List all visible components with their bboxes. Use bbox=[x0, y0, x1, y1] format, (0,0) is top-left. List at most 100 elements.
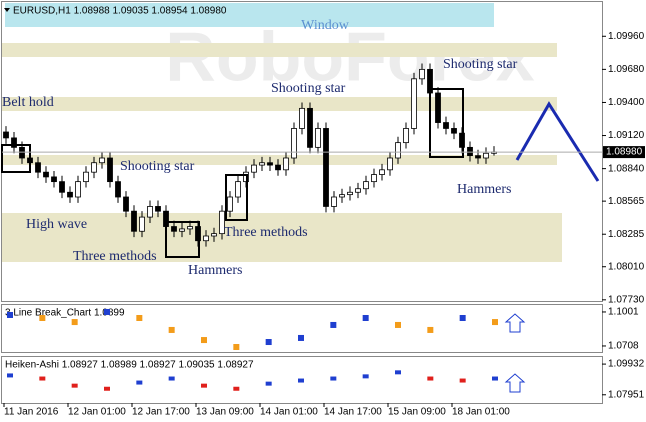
ha-bar bbox=[136, 380, 143, 385]
candle-body bbox=[283, 157, 289, 171]
zone bbox=[2, 43, 557, 57]
candle-body bbox=[339, 194, 345, 198]
candle-body bbox=[187, 226, 193, 230]
candle-body bbox=[299, 107, 305, 129]
candle-body bbox=[411, 78, 417, 129]
candle-body bbox=[171, 226, 177, 232]
x-tick-label: 12 Jan 01:00 bbox=[68, 407, 126, 418]
ha-bar bbox=[265, 381, 272, 386]
y-tick-label: 1.08285 bbox=[608, 229, 645, 240]
candle-body bbox=[147, 206, 153, 218]
candle-body bbox=[123, 196, 129, 212]
y-tick-label: 1.0708 bbox=[608, 341, 639, 352]
candle-body bbox=[387, 157, 393, 171]
candle-body bbox=[347, 191, 353, 196]
brick bbox=[104, 308, 110, 315]
x-tick-label: 14 Jan 01:00 bbox=[260, 407, 318, 418]
candle-body bbox=[363, 181, 369, 190]
annotation: Three methods bbox=[224, 225, 308, 240]
y-tick-label: 1.09680 bbox=[608, 64, 645, 75]
zone bbox=[2, 213, 562, 262]
x-tick-label: 18 Jan 01:00 bbox=[452, 407, 510, 418]
brick bbox=[265, 339, 272, 346]
annotation: Belt hold bbox=[2, 95, 54, 110]
candles bbox=[3, 63, 497, 247]
pattern-box bbox=[429, 88, 464, 158]
candle-body bbox=[11, 137, 17, 148]
x-tick-label: 12 Jan 17:00 bbox=[132, 407, 190, 418]
brick bbox=[39, 314, 46, 321]
y-tick-label: 1.09960 bbox=[608, 31, 645, 42]
y-tick-label: 1.07951 bbox=[608, 389, 645, 400]
ha-bar bbox=[330, 376, 337, 381]
window-zone bbox=[5, 3, 494, 27]
ha-bar bbox=[168, 376, 175, 381]
candle-body bbox=[219, 210, 225, 235]
ha-bar bbox=[39, 376, 46, 381]
forecast-arrow bbox=[515, 101, 600, 182]
y-tick-label: 1.09120 bbox=[608, 130, 645, 141]
candle-body bbox=[315, 128, 321, 148]
x-tick-label: 13 Jan 09:00 bbox=[196, 407, 254, 418]
ha-bar bbox=[492, 376, 498, 381]
y-tick-label: 1.08010 bbox=[608, 261, 645, 272]
x-tick-label: 15 Jan 09:00 bbox=[388, 407, 446, 418]
candle-body bbox=[235, 181, 241, 198]
brick bbox=[201, 337, 207, 344]
annotation: High wave bbox=[26, 217, 87, 232]
candle-body bbox=[379, 169, 385, 175]
panel-line-break bbox=[1, 304, 603, 353]
candle-body bbox=[67, 191, 73, 198]
brick bbox=[362, 314, 369, 321]
x-tick-label: 14 Jan 17:00 bbox=[324, 407, 382, 418]
candle-body bbox=[483, 152, 489, 159]
candle-body bbox=[107, 157, 113, 183]
candle-body bbox=[179, 228, 185, 232]
y-tick-label: 1.08565 bbox=[608, 196, 645, 207]
indicator-title: Heiken-Ashi 1.08927 1.08989 1.08927 1.09… bbox=[5, 360, 254, 371]
candle-body bbox=[131, 210, 137, 232]
candle-body bbox=[251, 164, 257, 173]
indicator-title: 3 Line Break_Chart 1.0899 bbox=[5, 308, 125, 319]
pattern-box bbox=[225, 174, 248, 221]
price-label: 1.08980 bbox=[606, 147, 643, 158]
y-tick-label: 1.07730 bbox=[608, 294, 645, 305]
candle-body bbox=[91, 162, 97, 173]
y-tick-label: 1.08840 bbox=[608, 163, 645, 174]
candle-body bbox=[475, 155, 481, 159]
ha-bar bbox=[201, 383, 207, 388]
annotation: Shooting star bbox=[120, 159, 195, 174]
ha-bar bbox=[298, 378, 304, 383]
candle-body bbox=[403, 128, 409, 144]
chart-title: EURUSD,H1 1.08988 1.09035 1.08954 1.0898… bbox=[13, 6, 227, 17]
candle-body bbox=[115, 181, 121, 198]
annotation: Three methods bbox=[73, 249, 157, 264]
brick bbox=[330, 321, 337, 328]
ha-bar bbox=[71, 383, 78, 388]
candle-body bbox=[59, 181, 65, 193]
y-tick-label: 1.09400 bbox=[608, 97, 645, 108]
brick bbox=[427, 326, 434, 333]
candle-body bbox=[435, 92, 441, 123]
brick bbox=[233, 344, 240, 351]
candle-body bbox=[443, 122, 449, 129]
ha-bar bbox=[362, 374, 369, 379]
ha-bar bbox=[395, 370, 401, 375]
ha-bar bbox=[427, 376, 434, 381]
candle-body bbox=[75, 181, 81, 198]
up-arrow bbox=[504, 313, 526, 333]
brick bbox=[7, 311, 13, 318]
window-label: Window bbox=[301, 18, 350, 33]
candle-body bbox=[139, 216, 145, 232]
candle-body bbox=[331, 196, 337, 207]
x-tick-label: 11 Jan 2016 bbox=[4, 407, 59, 418]
candle-body bbox=[43, 171, 49, 178]
annotation: Hammers bbox=[188, 263, 242, 278]
candle-body bbox=[275, 164, 281, 171]
candle-body bbox=[19, 146, 25, 159]
ha-bar bbox=[459, 378, 466, 383]
annotation: Shooting star bbox=[443, 57, 518, 72]
candle-body bbox=[211, 233, 217, 237]
brick bbox=[298, 334, 304, 341]
pattern-box bbox=[165, 221, 200, 258]
